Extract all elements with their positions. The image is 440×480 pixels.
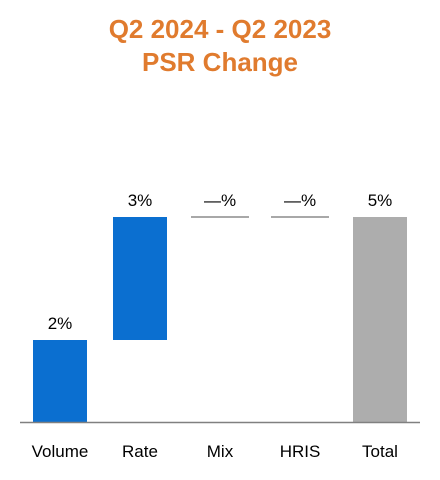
tick-label-mix: Mix — [207, 442, 234, 461]
tick-label-volume: Volume — [32, 442, 89, 461]
chart-title-line-1: Q2 2024 - Q2 2023 — [108, 14, 332, 44]
bars-group — [33, 216, 407, 422]
bar-volume — [33, 340, 87, 422]
data-label-rate: 3% — [128, 191, 153, 210]
tick-label-rate: Rate — [122, 442, 158, 461]
data-label-mix: —% — [204, 191, 236, 210]
data-label-total: 5% — [368, 191, 393, 210]
bar-total — [353, 217, 407, 422]
tick-label-hris: HRIS — [280, 442, 321, 461]
data-label-hris: —% — [284, 191, 316, 210]
bar-rate — [113, 217, 167, 340]
labels-group: 2% Volume 3% Rate —% Mix —% HRIS 5% Total — [32, 191, 398, 461]
tick-label-total: Total — [362, 442, 398, 461]
chart-title-line-2: PSR Change — [141, 47, 299, 77]
data-label-volume: 2% — [48, 314, 73, 333]
